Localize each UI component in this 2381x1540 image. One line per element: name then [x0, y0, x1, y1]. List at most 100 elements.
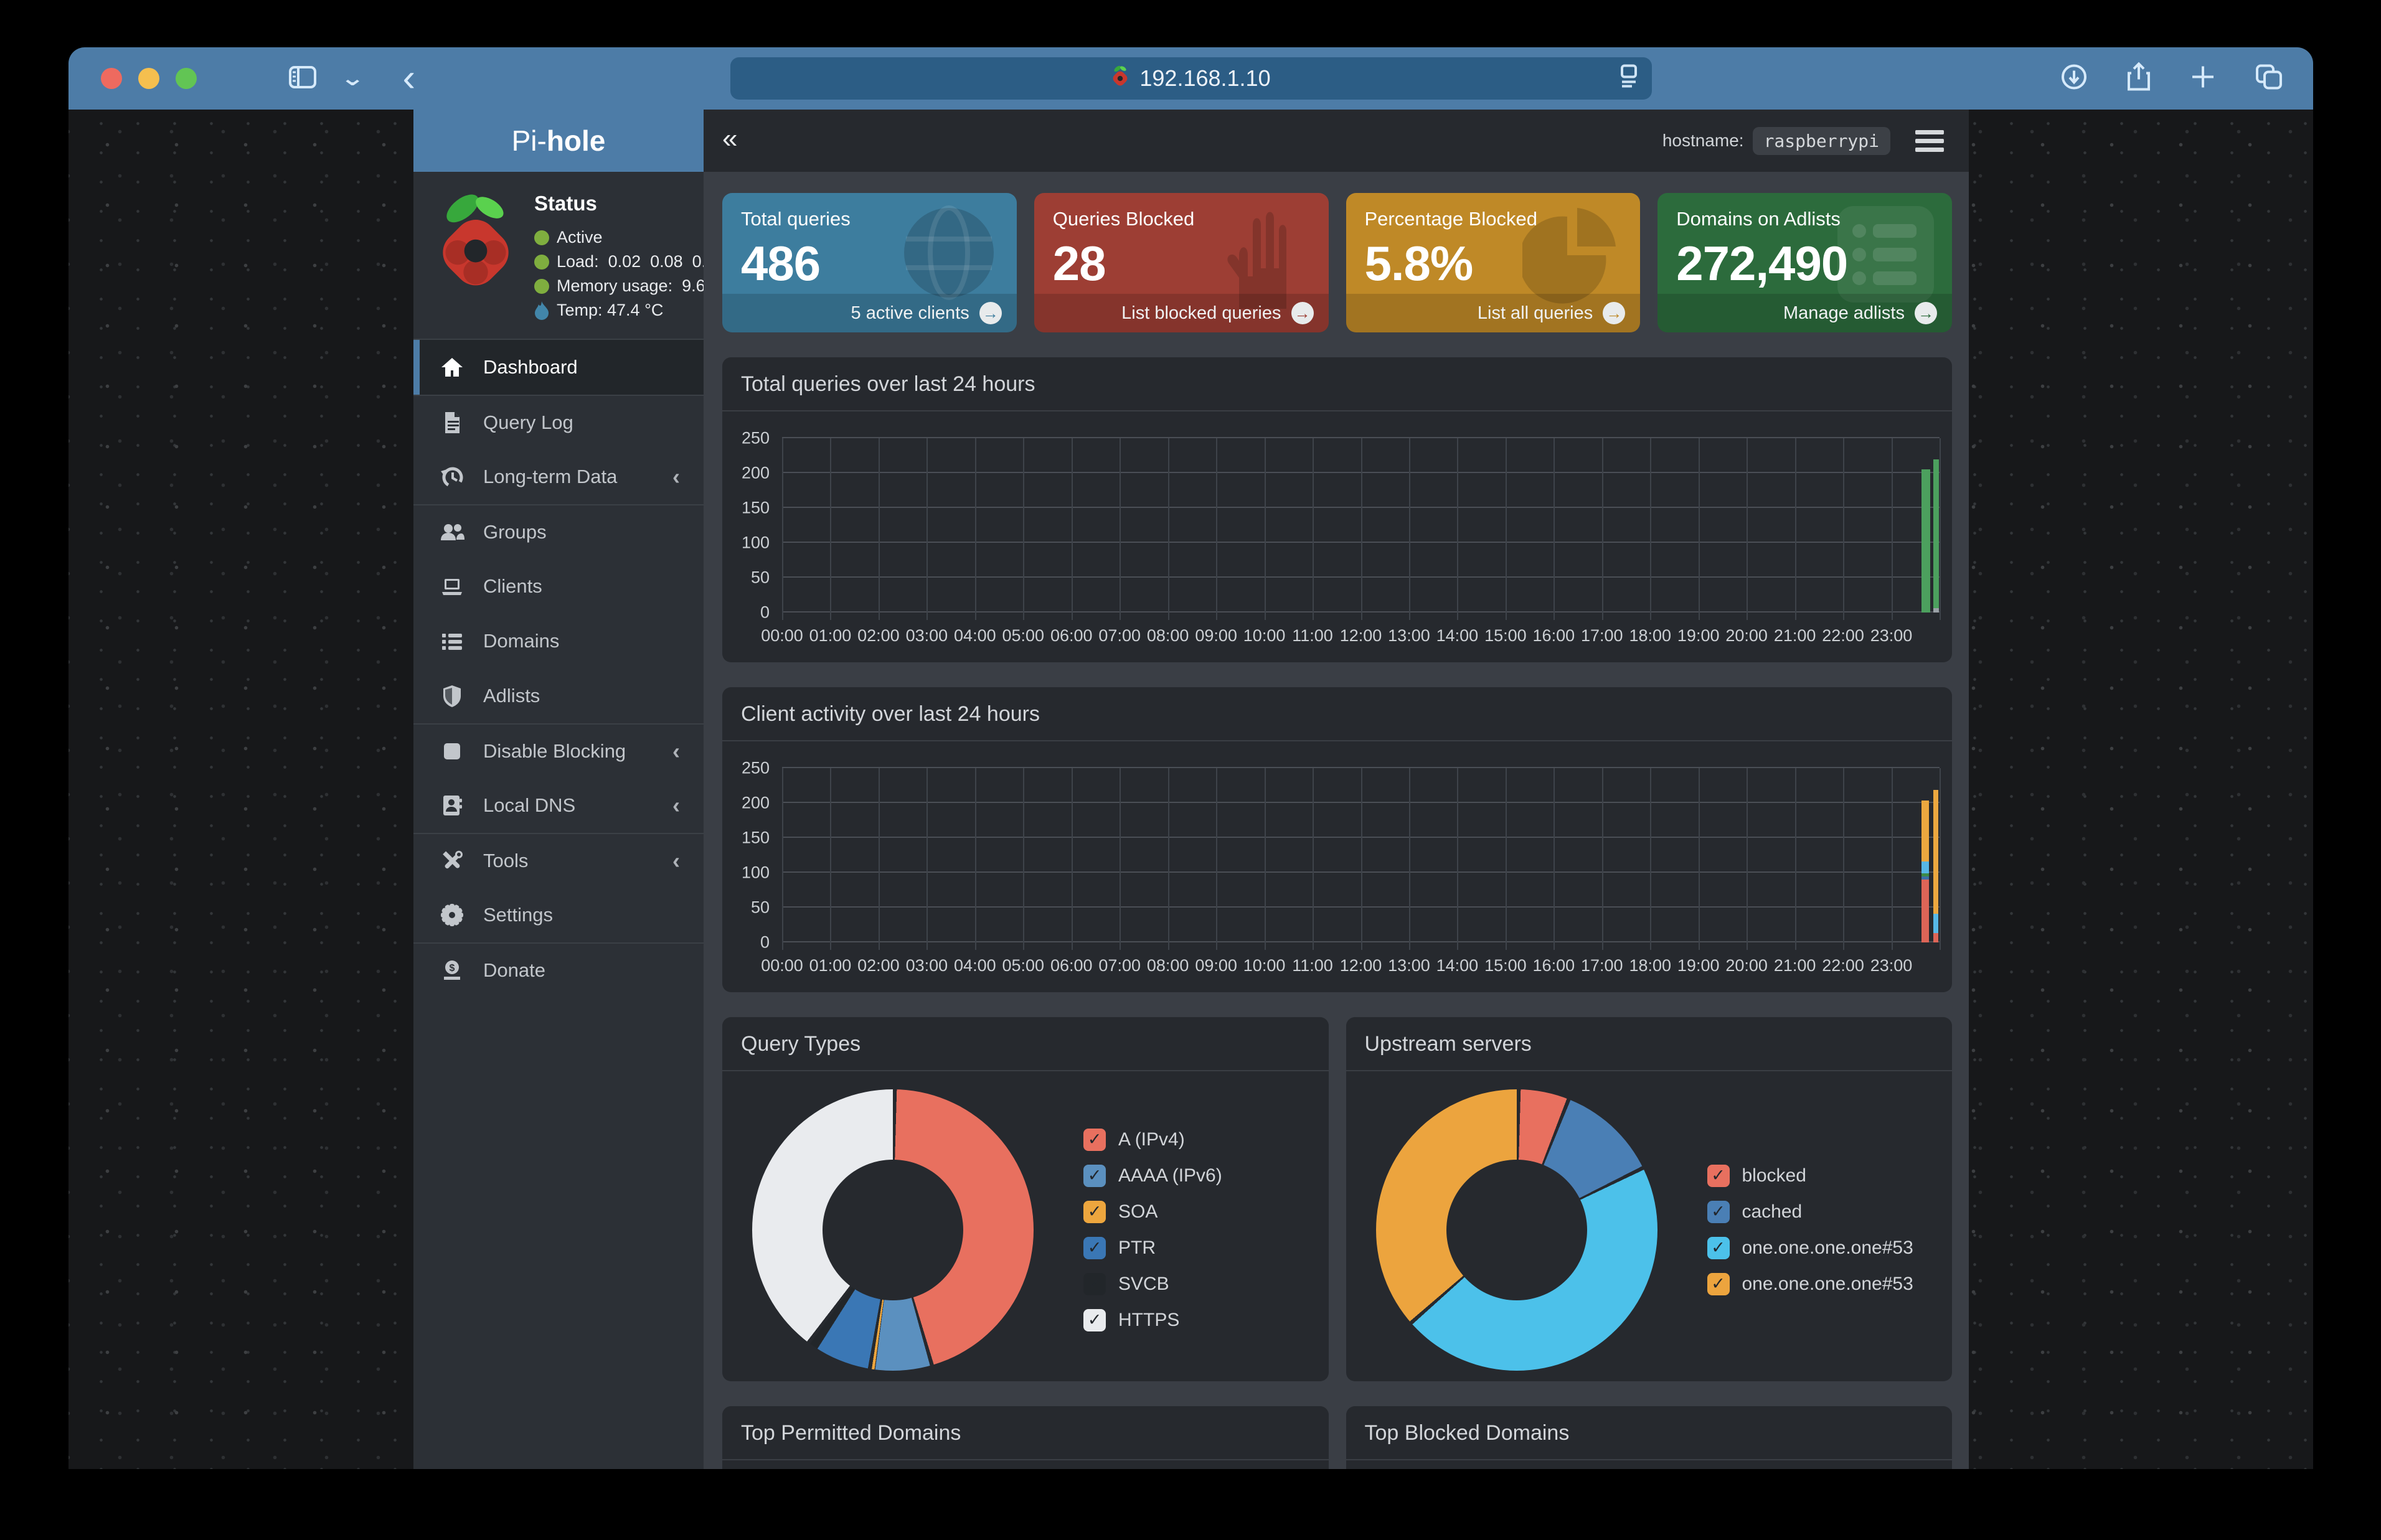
sidebar-toggle-icon[interactable] [289, 65, 316, 92]
card-value: 5.8% [1364, 236, 1474, 291]
client-activity-chart: 0 50 100 150 200 250 00:00 01:00 02:00 03:00 04:00… [742, 759, 1941, 975]
legend-item[interactable]: ✓ one.one.one.one#53 [1707, 1236, 1913, 1259]
chevron-down-icon[interactable]: ⌄ [340, 67, 365, 90]
x-axis-tick-label: 07:00 [1098, 626, 1141, 645]
percentage-blocked-card[interactable]: Percentage Blocked 5.8% List all queries… [1346, 193, 1641, 332]
gridline [1747, 438, 1748, 620]
gridline [1843, 768, 1845, 950]
sidebar-item-groups[interactable]: Groups [413, 504, 704, 559]
x-axis-tick-label: 09:00 [1195, 626, 1237, 645]
sidebar-item-tools[interactable]: Tools ‹ [413, 833, 704, 888]
y-axis-tick-label: 200 [741, 793, 770, 812]
gear-icon [441, 904, 463, 926]
gridline [1313, 768, 1314, 950]
card-footer-link[interactable]: 5 active clients → [722, 294, 1017, 332]
app-topbar: « hostname: raspberrypi [704, 110, 1969, 172]
legend-checkbox-icon[interactable]: ✓ [1707, 1164, 1730, 1187]
close-window-button[interactable] [101, 68, 122, 89]
gridline [926, 768, 928, 950]
legend-checkbox-icon[interactable]: ✓ [1083, 1164, 1106, 1187]
chart-bar [1933, 438, 1939, 613]
sidebar-item-dashboard[interactable]: Dashboard [413, 340, 704, 395]
card-footer-link[interactable]: List blocked queries → [1034, 294, 1329, 332]
total-queries-card[interactable]: Total queries 486 5 active clients → [722, 193, 1017, 332]
sidebar-item-clients[interactable]: Clients [413, 559, 704, 614]
gridline [1408, 768, 1410, 950]
legend-item[interactable]: ✓ PTR [1083, 1236, 1222, 1259]
sidebar-item-donate[interactable]: $ Donate [413, 942, 704, 997]
menu-hamburger-icon[interactable] [1915, 129, 1944, 152]
share-icon[interactable] [2126, 62, 2151, 95]
gridline [1794, 768, 1796, 950]
x-axis-tick-label: 23:00 [1870, 626, 1913, 645]
x-axis-tick-label: 22:00 [1822, 956, 1864, 975]
legend-item[interactable]: ✓ blocked [1707, 1164, 1913, 1187]
gridline [1554, 438, 1555, 620]
legend-checkbox-icon[interactable]: ✓ [1083, 1272, 1106, 1295]
legend-checkbox-icon[interactable]: ✓ [1083, 1128, 1106, 1151]
panel-title: Client activity over last 24 hours [722, 687, 1952, 741]
legend-checkbox-icon[interactable]: ✓ [1707, 1236, 1730, 1259]
sidebar-item-domains[interactable]: Domains [413, 614, 704, 669]
x-axis-tick-label: 04:00 [954, 626, 996, 645]
green-dot-icon [534, 230, 549, 245]
x-axis-tick-label: 14:00 [1436, 956, 1479, 975]
legend-item[interactable]: ✓ SOA [1083, 1200, 1222, 1223]
legend-item[interactable]: ✓ A (IPv4) [1083, 1128, 1222, 1151]
sidebar-item-settings[interactable]: Settings [413, 888, 704, 942]
url-text: 192.168.1.10 [1139, 65, 1271, 91]
reader-view-icon[interactable] [1620, 63, 1638, 94]
status-active: Active [534, 225, 725, 250]
legend-checkbox-icon[interactable]: ✓ [1083, 1236, 1106, 1259]
x-axis-tick-label: 08:00 [1146, 956, 1189, 975]
x-axis-tick-label: 11:00 [1292, 956, 1333, 975]
gridline [782, 767, 1940, 768]
y-axis-tick-label: 0 [760, 603, 770, 622]
zoom-window-button[interactable] [176, 68, 197, 89]
gridline [1313, 438, 1314, 620]
domains-on-adlists-card[interactable]: Domains on Adlists 272,490 Manage adlist… [1657, 193, 1952, 332]
site-favicon-raspberry-icon [1111, 64, 1129, 93]
queries-blocked-card[interactable]: Queries Blocked 28 List blocked queries … [1034, 193, 1329, 332]
y-axis-tick-label: 250 [741, 758, 770, 777]
legend-item[interactable]: ✓ cached [1707, 1200, 1913, 1223]
client-activity-chart-panel: Client activity over last 24 hours 0 50 10… [722, 687, 1952, 992]
downloads-icon[interactable] [2060, 63, 2088, 94]
sidebar-item-long-term-data[interactable]: Long-term Data ‹ [413, 449, 704, 504]
legend-checkbox-icon[interactable]: ✓ [1083, 1308, 1106, 1331]
x-axis-tick-label: 19:00 [1677, 626, 1720, 645]
gridline [1650, 438, 1652, 620]
x-axis-tick-label: 10:00 [1243, 956, 1286, 975]
legend-checkbox-icon[interactable]: ✓ [1707, 1200, 1730, 1223]
address-bar[interactable]: 192.168.1.10 [730, 57, 1652, 100]
legend-label: one.one.one.one#53 [1742, 1237, 1913, 1258]
new-tab-icon[interactable] [2190, 64, 2216, 93]
sidebar-collapse-button[interactable]: « [722, 123, 738, 154]
summary-cards: Total queries 486 5 active clients → [722, 193, 1952, 332]
legend-checkbox-icon[interactable]: ✓ [1083, 1200, 1106, 1223]
query-types-legend: ✓ A (IPv4) ✓ AAAA (IPv6) ✓ SOA ✓ PTR ✓ SVCB ✓ HTTPS [1083, 1128, 1222, 1331]
status-memory: Memory usage: 9.6% [534, 274, 725, 298]
gridline [1216, 768, 1218, 950]
sidebar-item-query-log[interactable]: Query Log [413, 395, 704, 449]
sidebar-item-adlists[interactable]: Adlists [413, 669, 704, 723]
query-types-donut [752, 1089, 1034, 1371]
legend-item[interactable]: ✓ HTTPS [1083, 1308, 1222, 1331]
legend-checkbox-icon[interactable]: ✓ [1707, 1272, 1730, 1295]
gridline [878, 768, 880, 950]
gridline [974, 768, 976, 950]
gridline [1891, 768, 1893, 950]
sidebar-item-local-dns[interactable]: Local DNS ‹ [413, 778, 704, 833]
upstream-servers-panel: Upstream servers ✓ blocked ✓ cached ✓ one.one… [1346, 1017, 1952, 1381]
gridline [1940, 768, 1941, 950]
legend-item[interactable]: ✓ one.one.one.one#53 [1707, 1272, 1913, 1295]
legend-item[interactable]: ✓ SVCB [1083, 1272, 1222, 1295]
minimize-window-button[interactable] [138, 68, 159, 89]
x-axis-tick-label: 03:00 [905, 956, 948, 975]
card-footer-link[interactable]: Manage adlists → [1657, 294, 1952, 332]
legend-item[interactable]: ✓ AAAA (IPv6) [1083, 1164, 1222, 1187]
sidebar-item-disable-blocking[interactable]: Disable Blocking ‹ [413, 723, 704, 778]
tab-overview-icon[interactable] [2255, 63, 2284, 94]
card-footer-link[interactable]: List all queries → [1346, 294, 1641, 332]
x-axis-tick-label: 04:00 [954, 956, 996, 975]
